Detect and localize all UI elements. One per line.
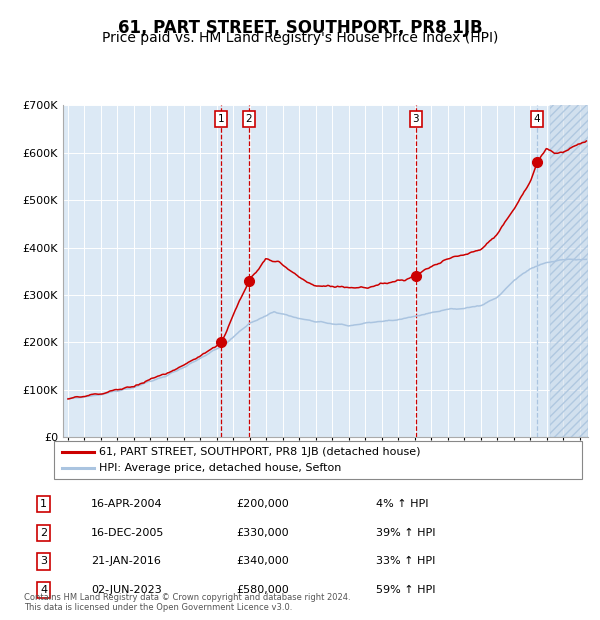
Text: 21-JAN-2016: 21-JAN-2016 [91, 557, 161, 567]
Text: £200,000: £200,000 [236, 498, 289, 509]
Text: 1: 1 [40, 498, 47, 509]
Text: £330,000: £330,000 [236, 528, 289, 538]
Text: 4% ↑ HPI: 4% ↑ HPI [376, 498, 428, 509]
Text: 2: 2 [245, 114, 252, 124]
Text: 4: 4 [40, 585, 47, 595]
Text: HPI: Average price, detached house, Sefton: HPI: Average price, detached house, Seft… [99, 463, 341, 473]
Text: 59% ↑ HPI: 59% ↑ HPI [376, 585, 435, 595]
Text: 16-DEC-2005: 16-DEC-2005 [91, 528, 164, 538]
Text: 39% ↑ HPI: 39% ↑ HPI [376, 528, 435, 538]
Text: 61, PART STREET, SOUTHPORT, PR8 1JB: 61, PART STREET, SOUTHPORT, PR8 1JB [118, 19, 482, 37]
Text: 3: 3 [40, 557, 47, 567]
Text: Price paid vs. HM Land Registry's House Price Index (HPI): Price paid vs. HM Land Registry's House … [102, 31, 498, 45]
Text: 33% ↑ HPI: 33% ↑ HPI [376, 557, 435, 567]
Text: 4: 4 [534, 114, 541, 124]
Text: 61, PART STREET, SOUTHPORT, PR8 1JB (detached house): 61, PART STREET, SOUTHPORT, PR8 1JB (det… [99, 447, 421, 457]
Bar [550, 105, 588, 437]
Text: £340,000: £340,000 [236, 557, 289, 567]
Text: 2: 2 [40, 528, 47, 538]
Text: 02-JUN-2023: 02-JUN-2023 [91, 585, 162, 595]
Text: 3: 3 [412, 114, 419, 124]
Bar [550, 105, 588, 437]
Text: Contains HM Land Registry data © Crown copyright and database right 2024.
This d: Contains HM Land Registry data © Crown c… [24, 593, 350, 612]
Text: 1: 1 [218, 114, 224, 124]
FancyBboxPatch shape [54, 441, 582, 479]
Text: £580,000: £580,000 [236, 585, 289, 595]
Text: 16-APR-2004: 16-APR-2004 [91, 498, 163, 509]
